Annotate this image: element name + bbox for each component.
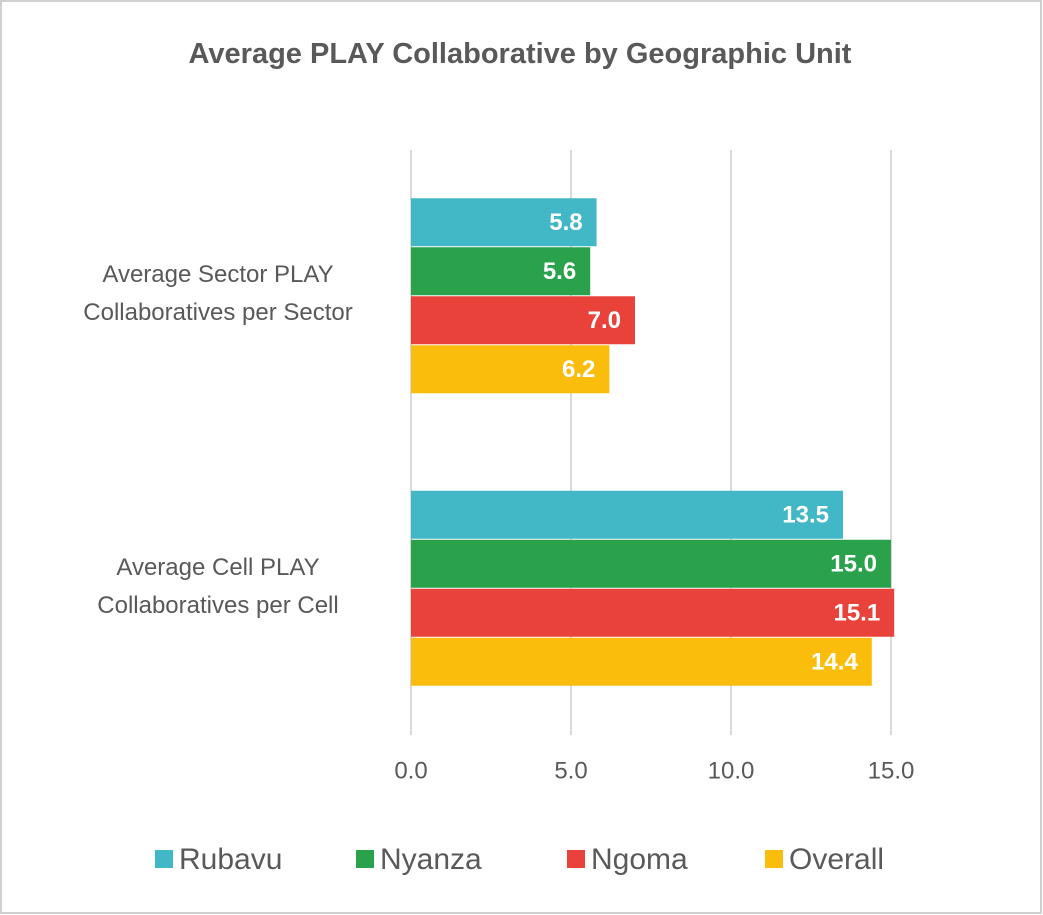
legend-label: Nyanza	[380, 843, 482, 876]
legend-swatch	[356, 850, 374, 868]
legend-label: Ngoma	[591, 843, 688, 876]
x-tick-label: 5.0	[554, 757, 587, 784]
bar	[411, 588, 895, 637]
legend-swatch	[765, 850, 783, 868]
legend-swatch	[155, 850, 173, 868]
chart-title: Average PLAY Collaborative by Geographic…	[188, 38, 852, 70]
bar	[411, 539, 891, 588]
bar	[411, 247, 591, 296]
value-label: 6.2	[562, 356, 595, 383]
x-tick-label: 15.0	[868, 757, 915, 784]
y-tick-label: Average Sector PLAY Collaboratives per S…	[83, 261, 353, 327]
value-label: 13.5	[782, 502, 829, 529]
legend-label: Rubavu	[179, 843, 282, 876]
x-tick-label: 0.0	[394, 757, 427, 784]
bar	[411, 296, 635, 345]
bar	[411, 490, 843, 539]
value-label: 15.1	[833, 600, 880, 627]
x-tick-label: 10.0	[708, 757, 755, 784]
bar	[411, 345, 610, 394]
bar	[411, 637, 872, 686]
y-tick-label: Average Cell PLAY Collaboratives per Cel…	[97, 553, 339, 619]
legend-swatch	[567, 850, 585, 868]
value-label: 5.8	[549, 209, 582, 236]
value-label: 15.0	[830, 551, 877, 578]
legend-label: Overall	[789, 843, 884, 876]
bar	[411, 198, 597, 247]
value-label: 7.0	[588, 307, 621, 334]
value-label: 5.6	[543, 258, 576, 285]
value-label: 14.4	[811, 649, 858, 676]
